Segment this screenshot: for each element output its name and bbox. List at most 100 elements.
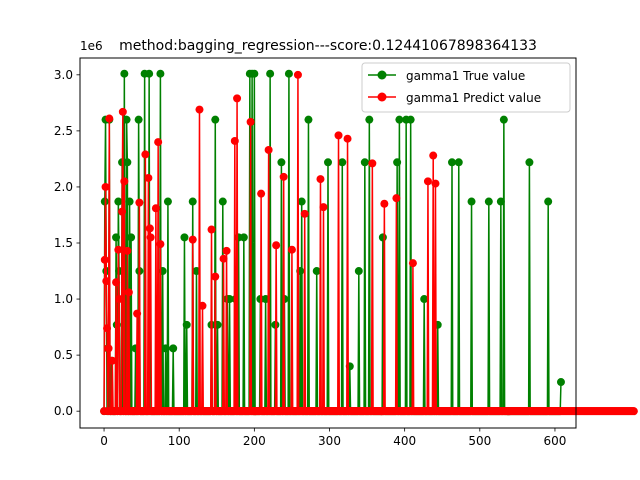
legend-marker-predict (377, 92, 387, 102)
data-point (135, 198, 144, 207)
data-point (144, 173, 153, 182)
data-point (316, 175, 325, 184)
data-point (496, 197, 505, 206)
series-layer (100, 69, 638, 416)
data-point (454, 158, 463, 167)
data-point (272, 241, 281, 250)
data-point (293, 70, 302, 79)
data-point (284, 69, 293, 78)
data-point (225, 295, 234, 304)
y-tick-label: 2.0 (54, 180, 73, 194)
data-point (103, 324, 112, 333)
data-point (133, 309, 142, 318)
data-point (408, 259, 417, 268)
data-point (378, 233, 387, 242)
data-point (146, 233, 155, 242)
data-point (218, 197, 227, 206)
data-point (102, 277, 111, 286)
data-point (324, 158, 332, 167)
data-point (257, 189, 266, 198)
data-point (448, 158, 456, 167)
x-tick-label: 0 (100, 434, 108, 448)
x-tick-label: 600 (544, 434, 567, 448)
data-point (207, 225, 216, 234)
data-point (360, 158, 369, 167)
data-point (195, 105, 204, 114)
data-point (392, 194, 401, 203)
data-point (264, 145, 273, 154)
data-point (115, 295, 124, 304)
data-point (198, 301, 207, 310)
x-tick-label: 300 (318, 434, 341, 448)
data-point (556, 378, 565, 387)
data-point (250, 69, 259, 78)
data-point (343, 134, 352, 143)
data-point (123, 158, 132, 167)
data-point (122, 115, 131, 124)
y-tick-label: 3.0 (54, 68, 73, 82)
data-point (219, 254, 228, 263)
data-point (163, 197, 172, 206)
data-point (429, 151, 438, 160)
y-tick-label: 1.0 (54, 292, 73, 306)
series-1 (100, 70, 638, 416)
y-axis-ticks: 0.0 0.5 1.0 1.5 2.0 2.5 3.0 (54, 68, 80, 418)
data-point (211, 272, 220, 281)
data-point (145, 224, 154, 233)
data-point (125, 197, 134, 206)
data-point (334, 131, 343, 140)
data-point (108, 356, 117, 365)
data-point (127, 233, 136, 242)
data-point (380, 199, 389, 208)
plot-area (100, 69, 638, 416)
chart-title: method:bagging_regression---score:0.1244… (119, 38, 537, 54)
data-point (120, 177, 129, 186)
data-point (525, 158, 534, 167)
data-point (629, 407, 638, 416)
data-point (420, 295, 429, 304)
y-tick-label: 0.5 (54, 348, 73, 362)
data-point (156, 240, 165, 249)
data-point (112, 278, 121, 287)
data-point (368, 159, 377, 168)
data-point (499, 115, 508, 124)
data-point (354, 267, 363, 276)
x-tick-label: 100 (168, 434, 191, 448)
y-axis-offset-label: 1e6 (80, 39, 103, 53)
data-point (123, 246, 132, 255)
data-point (233, 94, 242, 103)
data-point (114, 197, 123, 206)
data-point (467, 197, 476, 206)
data-point (141, 150, 150, 159)
data-point (230, 136, 239, 145)
data-point (319, 203, 328, 212)
y-tick-label: 1.5 (54, 236, 73, 250)
data-point (154, 138, 163, 147)
data-point (423, 177, 432, 186)
data-point (101, 182, 110, 191)
data-point (239, 233, 248, 242)
x-axis-ticks: 0 100 200 300 400 500 600 (100, 428, 566, 448)
data-point (105, 114, 114, 123)
data-point (134, 115, 143, 124)
data-point (118, 207, 127, 216)
data-point (338, 158, 347, 167)
legend-label-true: gamma1 True value (406, 69, 525, 83)
data-point (151, 204, 160, 213)
data-point (544, 197, 553, 206)
data-point (287, 245, 296, 254)
x-tick-label: 200 (243, 434, 266, 448)
data-point (188, 235, 197, 244)
data-point (484, 197, 493, 206)
data-point (277, 158, 286, 167)
data-point (395, 115, 404, 124)
x-tick-label: 500 (468, 434, 491, 448)
data-point (169, 344, 178, 353)
data-point (304, 115, 313, 124)
data-point (297, 197, 306, 206)
data-point (300, 209, 309, 218)
data-point (393, 158, 402, 167)
data-point (112, 233, 121, 242)
x-tick-label: 400 (393, 434, 416, 448)
